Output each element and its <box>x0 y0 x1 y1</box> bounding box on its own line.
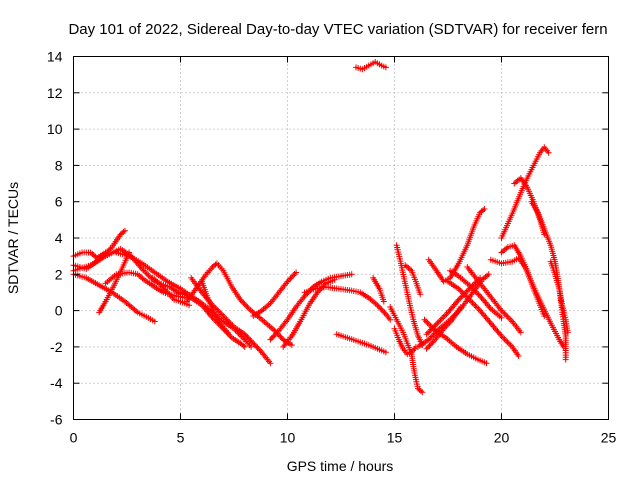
grid-layer <box>73 56 609 420</box>
data-series-arc-18 <box>353 58 389 73</box>
plus-markers <box>149 274 193 309</box>
data-series-arc-20 <box>393 242 426 349</box>
data-series-arc-7 <box>113 249 255 350</box>
y-tick-label: 0 <box>55 303 63 319</box>
plus-markers <box>464 264 524 336</box>
y-tick-label: 12 <box>47 85 63 101</box>
y-tick-label: 2 <box>55 266 63 282</box>
y-tick-label: 4 <box>55 230 63 246</box>
data-series-arc-26 <box>423 304 464 352</box>
x-tick-label: 5 <box>177 430 185 446</box>
data-series-arc-31 <box>464 264 524 336</box>
plus-markers <box>353 58 389 73</box>
data-series-arc-15 <box>280 276 338 350</box>
plus-markers <box>423 304 464 352</box>
plus-markers <box>421 316 490 367</box>
data-series-arc-25 <box>421 316 490 367</box>
y-axis-title: SDTVAR / TECUs <box>5 182 21 294</box>
data-series-arc-17 <box>333 331 389 356</box>
plus-markers <box>370 274 387 305</box>
data-series-arc-19 <box>370 274 387 305</box>
y-tick-label: -6 <box>50 412 63 428</box>
series-path <box>115 251 252 348</box>
plus-markers <box>198 278 231 336</box>
x-tick-label: 10 <box>280 430 296 446</box>
x-axis-title: GPS time / hours <box>287 458 394 474</box>
y-tick-label: -2 <box>50 339 63 355</box>
data-series-arc-14 <box>267 271 355 343</box>
tick-layer: 0 5 10 15 20 25 -6 -4 -2 0 2 4 6 8 10 12 14 <box>47 49 617 446</box>
plus-markers <box>387 304 426 396</box>
data-series-arc-16 <box>301 284 394 323</box>
data-series-arc-35 <box>511 175 548 238</box>
plus-markers <box>333 331 389 356</box>
plus-markers <box>498 242 548 319</box>
y-tick-label: 8 <box>55 157 63 173</box>
y-tick-label: 14 <box>47 49 63 65</box>
plus-markers <box>445 278 522 359</box>
data-series-arc-8 <box>149 274 193 309</box>
data-series-arc-22 <box>391 325 419 358</box>
plus-markers <box>402 262 424 298</box>
plus-markers <box>423 274 484 338</box>
plus-markers <box>391 325 419 358</box>
data-series-arc-29 <box>445 278 522 359</box>
x-tick-label: 0 <box>70 430 78 446</box>
y-tick-label: 10 <box>47 121 63 137</box>
plus-markers <box>447 267 505 321</box>
plus-markers <box>393 242 426 349</box>
plus-markers <box>250 269 300 319</box>
x-tick-label: 20 <box>494 430 510 446</box>
plus-markers <box>547 258 569 363</box>
chart-title: Day 101 of 2022, Sidereal Day-to-day VTE… <box>68 21 607 38</box>
plus-markers <box>280 276 338 350</box>
y-tick-label: -4 <box>50 375 63 391</box>
data-series-arc-37 <box>547 258 569 363</box>
data-series-arc-33 <box>498 242 548 319</box>
plus-markers <box>267 271 355 343</box>
data-series-arc-23 <box>402 262 424 298</box>
data-series-arc-12 <box>198 278 231 336</box>
plus-markers <box>113 249 255 350</box>
series-layer <box>70 58 571 396</box>
plus-markers <box>511 175 548 238</box>
plus-markers <box>301 284 394 323</box>
y-tick-label: 6 <box>55 194 63 210</box>
x-tick-label: 15 <box>387 430 403 446</box>
x-tick-label: 25 <box>601 430 617 446</box>
series-path <box>269 273 353 341</box>
data-series-arc-30 <box>447 267 505 321</box>
data-series-arc-13 <box>250 269 300 319</box>
